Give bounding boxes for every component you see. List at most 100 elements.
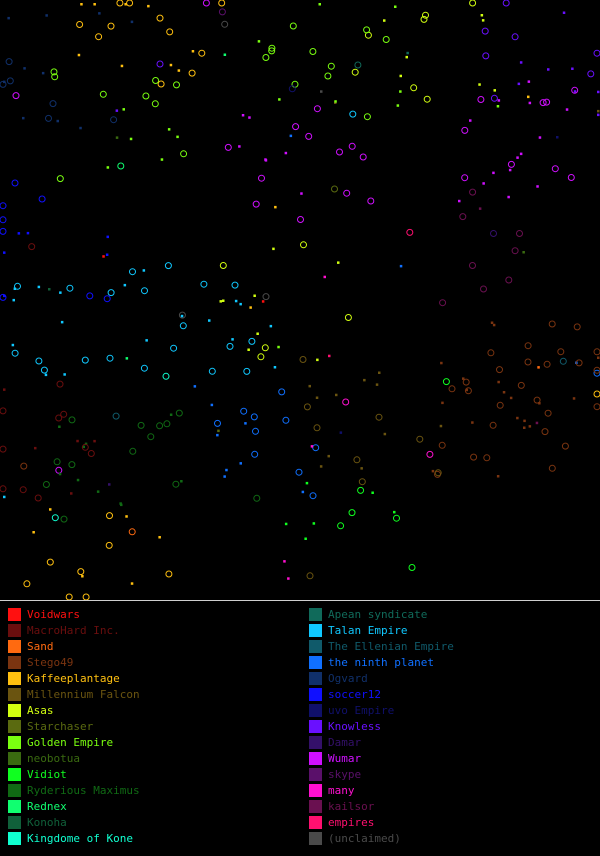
planet-marker[interactable] [170,344,178,352]
star-marker[interactable] [334,100,337,103]
star-marker[interactable] [516,416,519,420]
star-marker[interactable] [597,113,600,117]
planet-marker[interactable] [375,413,383,421]
star-marker[interactable] [571,67,574,71]
star-marker[interactable] [497,99,501,102]
planet-marker[interactable] [68,461,76,469]
planet-marker[interactable] [557,348,565,356]
star-marker[interactable] [158,536,161,539]
planet-marker[interactable] [137,421,145,429]
planet-marker[interactable] [42,481,50,488]
planet-marker[interactable] [448,385,456,393]
star-marker[interactable] [41,71,45,75]
planet-marker[interactable] [348,142,356,150]
planet-marker[interactable] [95,33,103,41]
planet-marker[interactable] [162,372,170,380]
planet-marker[interactable] [14,282,21,290]
star-marker[interactable] [527,80,531,83]
star-marker[interactable] [80,3,83,6]
star-marker[interactable] [556,136,559,139]
star-marker[interactable] [522,251,525,254]
planet-marker[interactable] [81,443,89,451]
planet-marker[interactable] [40,366,48,374]
star-marker[interactable] [312,522,316,525]
star-marker[interactable] [440,361,443,365]
planet-marker[interactable] [410,84,418,92]
planet-marker[interactable] [344,314,352,321]
planet-marker[interactable] [243,367,251,375]
planet-marker[interactable] [548,320,556,328]
planet-marker[interactable] [38,195,46,203]
planet-marker[interactable] [282,416,290,424]
planet-marker[interactable] [587,70,595,78]
planet-marker[interactable] [297,216,304,223]
star-marker[interactable] [142,269,146,272]
planet-marker[interactable] [11,179,19,187]
planet-marker[interactable] [0,80,7,88]
star-marker[interactable] [528,101,532,105]
planet-marker[interactable] [103,295,111,303]
planet-marker[interactable] [156,14,164,22]
planet-marker[interactable] [348,509,356,517]
planet-marker[interactable] [231,281,239,289]
planet-marker[interactable] [99,90,107,98]
planet-marker[interactable] [258,174,265,182]
star-marker[interactable] [519,61,523,64]
star-marker[interactable] [11,343,15,347]
planet-marker[interactable] [573,323,581,331]
star-marker[interactable] [22,116,25,120]
planet-marker[interactable] [0,227,7,235]
planet-marker[interactable] [262,293,270,301]
star-marker[interactable] [249,306,252,309]
star-marker[interactable] [516,156,519,159]
planet-marker[interactable] [5,58,13,66]
planet-marker[interactable] [363,26,371,34]
planet-marker[interactable] [434,469,442,477]
star-marker[interactable] [337,261,340,264]
star-marker[interactable] [120,503,123,507]
star-marker[interactable] [399,264,403,268]
star-marker[interactable] [106,235,110,239]
star-marker[interactable] [323,275,327,279]
planet-marker[interactable] [151,100,159,108]
planet-marker[interactable] [438,441,446,449]
star-marker[interactable] [180,314,184,318]
star-marker[interactable] [125,357,129,360]
planet-marker[interactable] [173,81,180,89]
star-marker[interactable] [147,4,150,8]
star-marker[interactable] [371,491,374,495]
star-marker[interactable] [339,431,343,434]
star-marker[interactable] [320,90,323,93]
star-marker[interactable] [399,74,403,78]
planet-marker[interactable] [543,98,551,106]
star-marker[interactable] [482,182,485,185]
planet-marker[interactable] [482,52,490,60]
planet-marker[interactable] [342,398,350,406]
star-marker[interactable] [56,119,60,123]
planet-marker[interactable] [524,358,532,366]
planet-marker[interactable] [551,165,559,173]
planet-marker[interactable] [507,160,515,168]
planet-marker[interactable] [502,0,510,7]
planet-marker[interactable] [106,354,114,362]
star-marker[interactable] [301,490,305,494]
planet-marker[interactable] [23,580,31,588]
planet-marker[interactable] [353,456,361,464]
planet-marker[interactable] [593,390,600,398]
star-marker[interactable] [378,371,381,375]
star-marker[interactable] [82,445,86,449]
planet-marker[interactable] [11,349,19,357]
star-marker[interactable] [597,109,600,113]
star-marker[interactable] [360,467,363,470]
planet-marker[interactable] [544,409,552,417]
planet-marker[interactable] [408,564,416,571]
star-marker[interactable] [238,145,241,148]
planet-marker[interactable] [86,292,94,300]
planet-marker[interactable] [202,0,210,7]
planet-marker[interactable] [152,77,160,84]
planet-marker[interactable] [511,247,519,255]
planet-marker[interactable] [110,116,118,124]
planet-marker[interactable] [354,61,362,69]
star-marker[interactable] [32,531,35,534]
planet-marker[interactable] [129,447,137,455]
